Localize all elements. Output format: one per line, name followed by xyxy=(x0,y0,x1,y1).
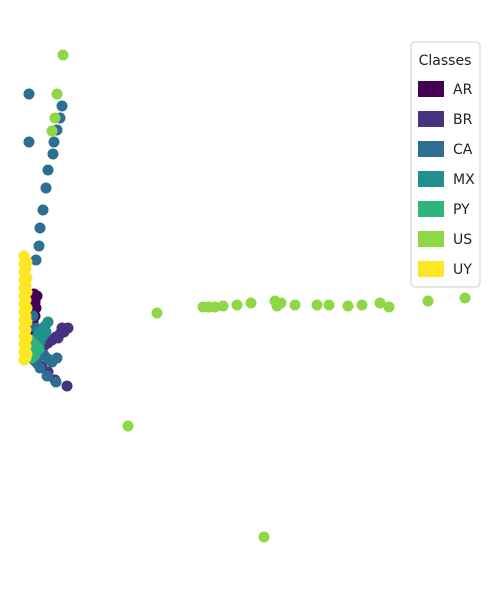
data-point-uy xyxy=(21,353,32,364)
data-point-ca xyxy=(43,165,54,176)
data-point-us xyxy=(218,301,229,312)
data-point-uy xyxy=(21,295,32,306)
data-point-us xyxy=(312,300,323,311)
data-point-ca xyxy=(52,353,63,364)
legend: Classes AR BR CA MX PY US UY xyxy=(411,42,480,287)
data-point-us xyxy=(384,302,395,313)
series-us xyxy=(47,50,471,543)
legend-swatch-ca xyxy=(418,141,444,157)
legend-swatch-py xyxy=(418,201,444,217)
data-point-ca xyxy=(51,377,62,388)
legend-label-mx: MX xyxy=(453,172,475,188)
data-point-us xyxy=(357,300,368,311)
data-point-us xyxy=(52,89,63,100)
data-point-us xyxy=(276,298,287,309)
data-point-uy xyxy=(21,311,32,322)
data-point-us xyxy=(232,300,243,311)
data-point-ca xyxy=(38,205,49,216)
legend-swatch-br xyxy=(418,111,444,127)
legend-label-us: US xyxy=(453,232,472,248)
data-point-ca xyxy=(48,149,59,160)
data-point-us xyxy=(324,300,335,311)
legend-label-ca: CA xyxy=(453,142,473,158)
data-point-us xyxy=(47,126,58,137)
series-uy xyxy=(19,251,33,366)
data-point-ca xyxy=(34,241,45,252)
data-point-us xyxy=(259,532,270,543)
legend-swatch-ar xyxy=(418,81,444,97)
data-point-us xyxy=(460,293,471,304)
data-point-us xyxy=(343,301,354,312)
data-point-br xyxy=(57,323,68,334)
legend-label-py: PY xyxy=(453,202,470,218)
legend-swatch-uy xyxy=(418,261,444,277)
data-point-uy xyxy=(21,341,32,352)
data-point-us xyxy=(152,308,163,319)
data-point-ca xyxy=(35,223,46,234)
data-points xyxy=(19,50,471,543)
data-point-uy xyxy=(21,281,32,292)
data-point-uy xyxy=(21,263,32,274)
data-point-ca xyxy=(41,183,52,194)
legend-swatch-us xyxy=(418,231,444,247)
data-point-us xyxy=(290,300,301,311)
data-point-uy xyxy=(21,325,32,336)
data-point-ca xyxy=(49,137,60,148)
data-point-us xyxy=(123,421,134,432)
legend-label-ar: AR xyxy=(453,82,473,98)
data-point-ca xyxy=(57,101,68,112)
legend-label-br: BR xyxy=(453,112,473,128)
data-point-br xyxy=(62,381,73,392)
legend-box xyxy=(411,42,480,287)
legend-title: Classes xyxy=(419,53,472,69)
data-point-us xyxy=(246,298,257,309)
legend-swatch-mx xyxy=(418,171,444,187)
data-point-br xyxy=(53,333,64,344)
data-point-ca xyxy=(24,89,35,100)
legend-label-uy: UY xyxy=(453,262,472,278)
data-point-us xyxy=(58,50,69,61)
data-point-us xyxy=(423,296,434,307)
data-point-ca xyxy=(24,137,35,148)
data-point-us xyxy=(50,113,61,124)
